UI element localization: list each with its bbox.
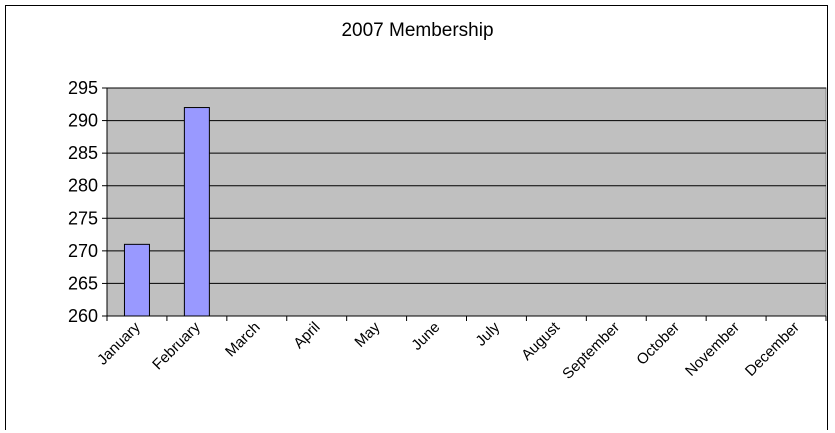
y-tick-label: 265 — [68, 273, 98, 293]
x-tick-label-april: April — [290, 319, 323, 352]
x-tick-label-january: January — [94, 318, 144, 368]
x-tick-label-november: November — [682, 319, 743, 380]
x-tick-label-october: October — [633, 319, 683, 369]
x-tick-label-december: December — [742, 319, 803, 380]
x-tick-label-september: September — [559, 319, 623, 383]
chart-frame — [5, 5, 828, 430]
x-axis: January February March April May June July Augu… — [94, 315, 827, 383]
y-tick-label: 290 — [68, 111, 98, 131]
y-axis: 260 265 270 275 280 285 290 295 — [68, 78, 108, 326]
x-tick-label-june: June — [408, 319, 443, 354]
plot-area — [106, 87, 827, 317]
y-tick-label: 270 — [68, 241, 98, 261]
x-tick-label-february: February — [149, 318, 204, 373]
x-tick-label-july: July — [472, 318, 503, 349]
bar-january — [123, 243, 150, 317]
x-tick-label-august: August — [518, 318, 564, 364]
y-tick-label: 260 — [68, 306, 98, 326]
y-tick-label: 285 — [68, 143, 98, 163]
x-tick-label-may: May — [351, 318, 383, 350]
gridlines — [107, 87, 826, 284]
y-tick-label: 295 — [68, 78, 98, 98]
y-tick-label: 280 — [68, 176, 98, 196]
chart-title: 2007 Membership — [341, 20, 494, 41]
x-tick-label-march: March — [222, 319, 263, 360]
y-tick-label: 275 — [68, 208, 98, 228]
bar-february — [183, 107, 210, 317]
